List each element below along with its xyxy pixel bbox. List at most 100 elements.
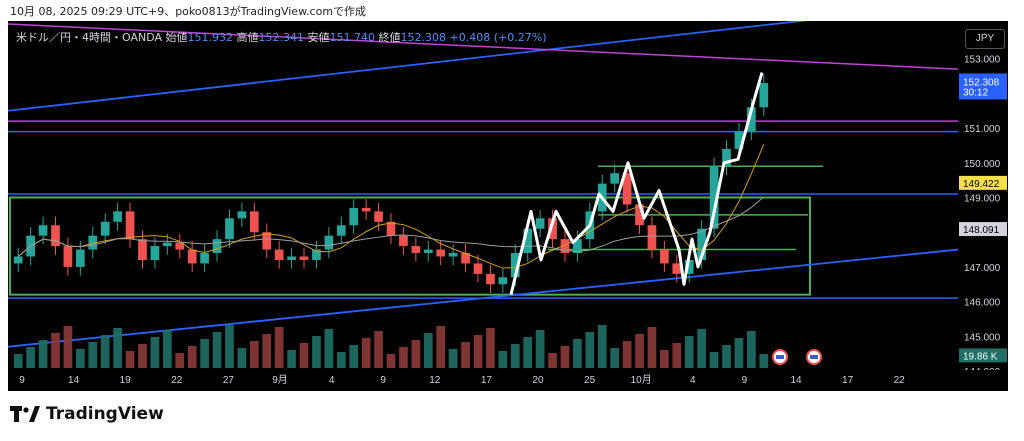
volume-bar [535, 330, 545, 368]
last-price-label: 152.308 [963, 77, 1000, 88]
symbol-header: 米ドル／円・4時間・OANDA 始値151.932 高値152.341 安値15… [16, 29, 546, 45]
candle-body [349, 207, 359, 226]
tradingview-logo-icon [10, 406, 40, 422]
volume-bar [51, 333, 60, 368]
volume-bar [38, 340, 48, 368]
volume-bar [287, 350, 296, 368]
low-label: 安値 [307, 31, 330, 44]
blue-trendline-upper [8, 21, 809, 112]
volume-bar [759, 354, 769, 368]
price-tick-label: 150.000 [964, 159, 1001, 170]
time-tick-label: 14 [68, 375, 80, 386]
candle-body [51, 225, 60, 247]
volume-bar [709, 352, 719, 368]
close-value: 152.308 [400, 31, 447, 44]
candle-body [125, 211, 135, 240]
time-tick-label: 10月 [631, 374, 652, 386]
candle-body [262, 232, 272, 250]
volume-bar [473, 335, 483, 368]
volume-bar [63, 326, 73, 368]
volume-bar [361, 338, 371, 368]
time-tick-label: 25 [584, 375, 596, 386]
volume-bar [100, 335, 110, 368]
tradingview-logo[interactable]: TradingView [10, 404, 164, 424]
volume-bar [734, 338, 744, 368]
volume-bar [747, 331, 756, 368]
volume-bar [75, 349, 85, 368]
volume-label: 19.86 K [963, 351, 998, 362]
volume-bar [237, 348, 247, 368]
volume-bar [423, 333, 433, 368]
price-tick-label: 153.000 [964, 55, 1001, 66]
candle-body [399, 235, 408, 247]
last-price-label-bg [959, 73, 1007, 100]
candle-body [100, 221, 110, 236]
candle-body [635, 204, 644, 226]
volume-bar [448, 349, 458, 368]
candle-body [647, 225, 657, 250]
price-tick-label: 146.000 [964, 298, 1001, 309]
volume-bar [610, 348, 620, 368]
time-tick-label: 4 [690, 375, 696, 386]
volume-bar [200, 339, 209, 368]
time-tick-label: 27 [223, 375, 235, 386]
ma-price-label-bg [959, 175, 1007, 190]
time-axis[interactable] [8, 370, 1008, 391]
candle-body [249, 211, 259, 233]
close-label: 終値 [378, 31, 401, 44]
price-tick-label: 151.000 [964, 124, 1001, 135]
candle-body [423, 249, 433, 254]
price-tick-label: 145.000 [964, 332, 1001, 343]
time-tick-label: 9 [380, 375, 386, 386]
volume-bar [510, 344, 520, 368]
open-label: 始値 [165, 31, 188, 44]
candle-body [200, 253, 209, 264]
candle-body [411, 246, 421, 254]
volume-bar [299, 343, 309, 368]
time-tick-label: 20 [532, 375, 544, 386]
volume-bar [635, 334, 644, 368]
candle-body [697, 228, 707, 260]
candle-body [13, 256, 23, 264]
candle-body [709, 166, 719, 229]
candle-body [573, 239, 582, 254]
candle-body [75, 249, 85, 267]
candle-body [287, 256, 296, 260]
volume-bar [597, 325, 607, 368]
candle-body [498, 277, 508, 285]
currency-button[interactable]: JPY [965, 29, 1005, 49]
candle-body [38, 225, 48, 236]
candle-body [150, 246, 160, 260]
candle-body [461, 253, 470, 264]
candle-body [672, 263, 682, 274]
candle-body [473, 263, 483, 274]
ma2-price-label-bg [959, 222, 1007, 237]
candle-body [324, 235, 334, 250]
candle-body [548, 218, 557, 240]
candle-body [386, 221, 396, 236]
volume-bar [548, 353, 557, 368]
time-tick-label: 9月 [272, 374, 288, 386]
volume-bar [660, 350, 669, 368]
last-price-label-countdown: 30:12 [963, 87, 988, 98]
magenta-trendline [8, 23, 959, 70]
high-label: 高値 [236, 31, 259, 44]
candle-body [535, 218, 545, 229]
chart-canvas[interactable]: 153.000152.000151.000150.000149.000148.0… [8, 21, 1008, 391]
volume-bar [274, 327, 284, 368]
volume-bar [312, 336, 321, 368]
volume-bar [113, 328, 122, 368]
volume-bar [150, 337, 160, 368]
chart-pane[interactable]: 153.000152.000151.000150.000149.000148.0… [8, 21, 1008, 391]
volume-bar [573, 339, 582, 368]
volume-bar [684, 336, 694, 368]
volume-bar [498, 351, 508, 368]
candle-body [138, 239, 147, 260]
candle-body [361, 207, 371, 212]
candle-body [610, 173, 620, 184]
ma-price-label: 149.422 [963, 179, 1000, 190]
volume-bar [125, 351, 135, 368]
change-value: +0.408 (+0.27%) [449, 31, 547, 44]
ma2-price-label: 148.091 [963, 225, 1000, 236]
price-tick-label: 147.000 [964, 263, 1001, 274]
